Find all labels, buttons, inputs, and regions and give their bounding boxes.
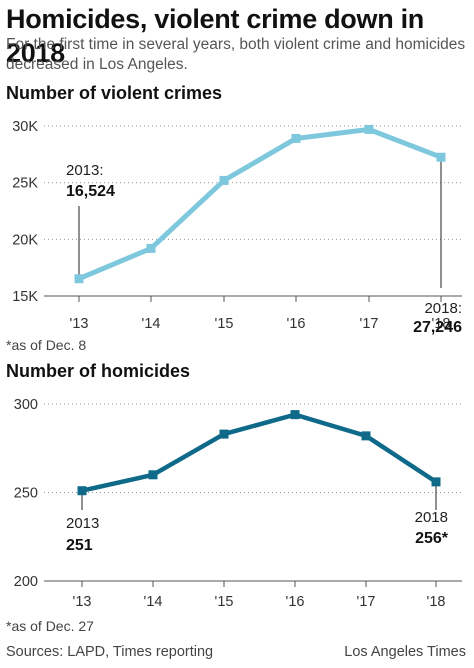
data-point	[74, 274, 84, 284]
annotation-value: 16,524	[66, 183, 115, 200]
x-tick-label: '16	[286, 594, 305, 610]
annotation-value: 256*	[415, 530, 449, 547]
x-tick-label: '14	[142, 316, 161, 332]
data-point	[219, 429, 229, 439]
headline: Homicides, violent crime down in 2018	[6, 4, 424, 68]
x-tick-label: '14	[144, 594, 163, 610]
x-tick-label: '13	[70, 316, 89, 332]
data-point	[436, 152, 446, 162]
sources: Sources: LAPD, Times reporting	[6, 644, 214, 660]
data-point	[146, 243, 156, 253]
chart-2-title: Number of homicides	[6, 361, 191, 381]
data-point	[364, 124, 374, 134]
data-point	[77, 486, 87, 496]
series-line	[79, 412, 439, 493]
annotation-label: 2018:	[424, 300, 462, 317]
data-point	[291, 133, 301, 143]
data-point	[290, 410, 300, 420]
annotation-value: 27,246	[413, 319, 462, 336]
y-tick-label: 25K	[12, 176, 38, 192]
x-tick-label: '16	[287, 316, 306, 332]
series-line	[76, 126, 444, 282]
data-point	[219, 175, 229, 185]
x-tick-label: '18	[427, 594, 446, 610]
violent-crimes-chart: 15K 20K 25K 30K '13 '14 '15 '16 '17 '18 2013: 16,52…	[12, 119, 462, 336]
annotation-label: 2018	[415, 509, 448, 526]
x-tick-label: '13	[73, 594, 92, 610]
x-tick-label: '17	[357, 594, 376, 610]
chart-2-note: *as of Dec. 27	[6, 618, 94, 634]
y-tick-label: 20K	[12, 232, 38, 248]
chart-1-note: *as of Dec. 8	[6, 337, 87, 353]
x-tick-label: '17	[360, 316, 379, 332]
y-tick-label: 300	[14, 397, 38, 413]
annotation-label: 2013:	[66, 162, 104, 179]
data-point	[361, 431, 371, 441]
y-tick-label: 250	[14, 486, 38, 502]
x-tick-label: '15	[215, 316, 234, 332]
credit: Los Angeles Times	[344, 644, 466, 660]
annotation-value: 251	[66, 537, 93, 554]
x-tick-label: '18	[432, 316, 451, 332]
annotation-label: 2013	[66, 515, 99, 532]
y-tick-label: 200	[14, 574, 38, 590]
y-tick-label: 15K	[12, 289, 38, 305]
dek: For the first time in several years, bot…	[6, 36, 466, 73]
y-tick-label: 30K	[12, 119, 38, 135]
homicides-chart: 200 250 300 '13 '14 '15 '16 '17 '18 2013 251 2018 25…	[14, 397, 462, 610]
data-point	[148, 470, 158, 480]
x-tick-label: '15	[215, 594, 234, 610]
chart-1-title: Number of violent crimes	[6, 83, 223, 103]
data-point	[431, 477, 441, 487]
